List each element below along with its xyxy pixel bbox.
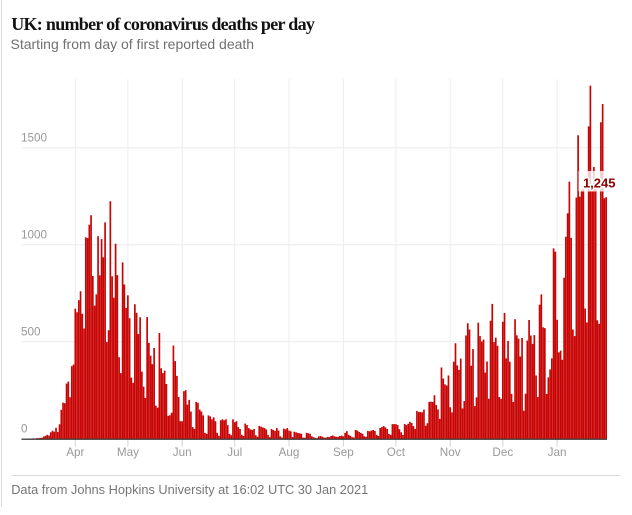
svg-text:May: May: [117, 446, 139, 459]
svg-text:Aug: Aug: [279, 446, 300, 459]
svg-text:Dec: Dec: [492, 446, 513, 459]
svg-text:1,245: 1,245: [583, 176, 616, 191]
svg-text:Jul: Jul: [227, 446, 242, 459]
svg-text:Jan: Jan: [548, 446, 567, 459]
svg-text:Oct: Oct: [387, 446, 406, 459]
svg-text:Sep: Sep: [333, 446, 354, 459]
svg-text:Nov: Nov: [440, 446, 461, 459]
svg-text:0: 0: [21, 423, 28, 436]
svg-text:Jun: Jun: [173, 446, 192, 459]
svg-text:500: 500: [21, 326, 41, 339]
svg-text:1000: 1000: [21, 229, 48, 242]
svg-text:Apr: Apr: [66, 446, 84, 459]
svg-text:1500: 1500: [21, 132, 48, 145]
